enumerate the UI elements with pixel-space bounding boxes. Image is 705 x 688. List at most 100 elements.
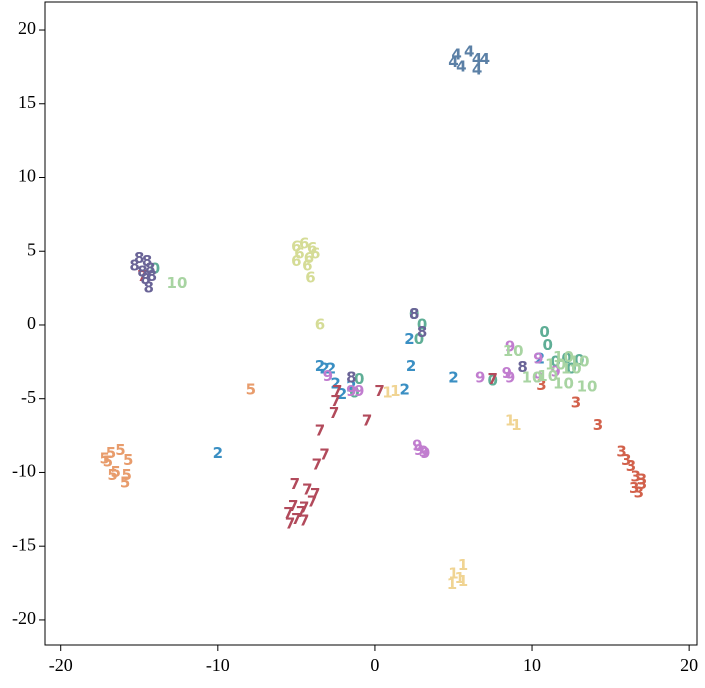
point-label: 3 [626, 457, 636, 475]
point-label: 3 [571, 394, 581, 412]
point-label: 7 [291, 510, 301, 528]
point-label: 7 [488, 370, 498, 388]
point-label: 3 [637, 475, 647, 493]
point-label: 10 [537, 367, 558, 385]
point-label: 1 [505, 411, 515, 429]
point-label: 6 [294, 245, 304, 263]
point-label: 7 [299, 498, 309, 516]
point-label: 7 [302, 481, 312, 499]
point-label: 9 [346, 382, 356, 400]
point-label: 2 [404, 330, 414, 348]
point-label: 9 [420, 444, 430, 462]
point-label: 5 [115, 441, 125, 459]
point-label: 10 [167, 274, 188, 292]
point-label: 2 [535, 349, 545, 367]
y-tick-label: 5 [27, 239, 36, 259]
y-tick-label: 15 [18, 92, 36, 112]
y-tick-label: -5 [21, 387, 36, 407]
x-tick-label: -20 [49, 655, 73, 675]
point-label: 6 [310, 245, 320, 263]
point-label: 9 [533, 369, 543, 387]
point-label: 0 [354, 370, 364, 388]
point-label: 4 [472, 50, 482, 68]
point-label: 6 [315, 315, 325, 333]
point-label: 9 [505, 369, 515, 387]
point-label: 2 [448, 369, 458, 387]
point-label: 10 [561, 360, 582, 378]
point-label: 7 [296, 503, 306, 521]
point-label: 0 [417, 315, 427, 333]
point-label: 5 [106, 444, 116, 462]
y-tick-label: -20 [12, 608, 36, 628]
point-label: 0 [574, 351, 584, 369]
point-label: 9 [418, 442, 428, 460]
point-label: 4 [456, 57, 466, 75]
point-label: 8 [134, 249, 144, 267]
point-label: 3 [631, 467, 641, 485]
point-label: 2 [326, 360, 336, 378]
point-label: 7 [312, 456, 322, 474]
point-label: 3 [629, 479, 639, 497]
point-label: 4 [464, 43, 474, 61]
point-label: 7 [374, 382, 384, 400]
point-label: 0 [414, 330, 424, 348]
x-tick-label: 0 [370, 655, 379, 675]
point-label: 5 [107, 466, 117, 484]
point-label: 2 [319, 360, 329, 378]
point-label: 10 [545, 355, 566, 373]
point-label: 8 [140, 270, 150, 288]
point-label: 8 [417, 323, 427, 341]
point-label: 8 [409, 305, 419, 323]
point-label: 6 [291, 252, 301, 270]
point-label: 5 [103, 453, 113, 471]
point-label: 9 [323, 367, 333, 385]
point-label: 2 [400, 380, 410, 398]
point-label: 1 [448, 565, 458, 583]
point-label: 7 [285, 515, 295, 533]
point-label: 0 [566, 360, 576, 378]
point-label: 0 [349, 383, 359, 401]
point-label: 5 [246, 380, 256, 398]
point-label: 3 [634, 484, 644, 502]
point-label: 1 [458, 556, 468, 574]
x-tick-label: 20 [680, 655, 698, 675]
point-label: 6 [304, 249, 314, 267]
point-label: 2 [337, 385, 347, 403]
point-label: 1 [447, 575, 457, 593]
point-label: 9 [354, 382, 364, 400]
point-label: 7 [299, 512, 309, 530]
point-label: 3 [637, 470, 647, 488]
point-label: 6 [307, 239, 317, 257]
point-label: 2 [213, 444, 223, 462]
point-label: 1 [511, 416, 521, 434]
point-label: 3 [593, 416, 603, 434]
point-label: 6 [299, 234, 309, 252]
y-tick-label: 20 [18, 18, 36, 38]
point-label: 7 [332, 382, 342, 400]
point-label: 10 [553, 374, 574, 392]
point-label: 0 [561, 349, 571, 367]
point-label: 5 [110, 463, 120, 481]
point-label: 0 [550, 352, 560, 370]
point-label: 1 [390, 382, 400, 400]
point-label: 9 [475, 369, 485, 387]
y-tick-label: 10 [18, 166, 36, 186]
point-label: 8 [145, 259, 155, 277]
point-label: 8 [147, 267, 157, 285]
point-label: 7 [362, 411, 372, 429]
point-label: 0 [539, 323, 549, 341]
point-label: 1 [458, 572, 468, 590]
point-label: 5 [120, 473, 130, 491]
point-label: 7 [137, 267, 147, 285]
y-tick-label: -15 [12, 534, 36, 554]
point-label: 0 [150, 259, 160, 277]
point-label: 5 [99, 450, 109, 468]
point-label: 9 [414, 441, 424, 459]
point-label: 8 [143, 279, 153, 297]
point-label: 10 [553, 348, 574, 366]
point-label: 4 [448, 53, 458, 71]
point-label: 2 [346, 377, 356, 395]
point-label: 7 [290, 475, 300, 493]
point-label: 3 [536, 376, 546, 394]
point-label: 7 [330, 392, 340, 410]
